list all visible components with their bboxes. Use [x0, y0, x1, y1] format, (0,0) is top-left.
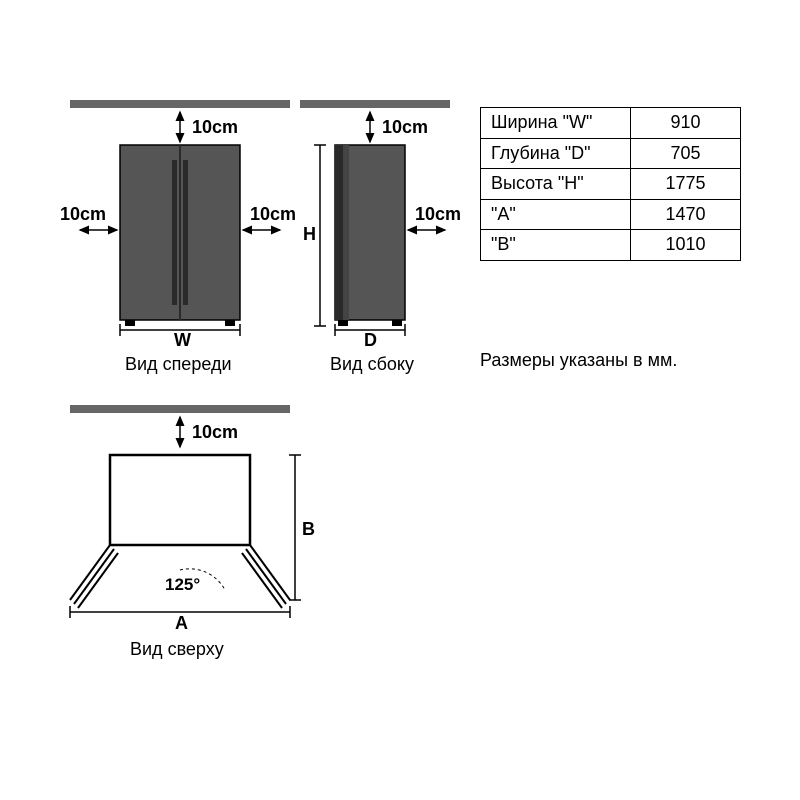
top-angle-label: 125°: [165, 575, 200, 594]
table-row: Высота "H"1775: [481, 169, 741, 200]
dimensions-table: Ширина "W"910Глубина "D"705Высота "H"177…: [480, 107, 741, 261]
top-clearance: 10cm: [192, 422, 238, 442]
table-row: "A"1470: [481, 199, 741, 230]
dim-value: 1775: [631, 169, 741, 200]
units-note: Размеры указаны в мм.: [480, 350, 677, 371]
side-right-clearance: 10cm: [415, 204, 461, 224]
front-caption: Вид спереди: [125, 354, 232, 374]
table-row: Глубина "D"705: [481, 138, 741, 169]
side-top-clearance: 10cm: [382, 117, 428, 137]
top-b-label: B: [302, 519, 315, 539]
top-view: 10cm 125° B A: [70, 405, 315, 659]
table-row: Ширина "W"910: [481, 108, 741, 139]
side-view: 10cm 10cm H D Вид сбоку: [300, 100, 461, 374]
dim-value: 1010: [631, 230, 741, 261]
side-height-label: H: [303, 224, 316, 244]
side-depth-label: D: [364, 330, 377, 350]
front-width-label: W: [174, 330, 191, 350]
front-left-clearance: 10cm: [60, 204, 106, 224]
diagram-container: 10cm 10cm 10cm W Вид спереди 10cm 10c: [0, 0, 800, 800]
front-view: 10cm 10cm 10cm W Вид спереди: [60, 100, 296, 374]
dim-label: "A": [481, 199, 631, 230]
front-top-clearance: 10cm: [192, 117, 238, 137]
dim-label: Глубина "D": [481, 138, 631, 169]
dim-label: "B": [481, 230, 631, 261]
side-caption: Вид сбоку: [330, 354, 414, 374]
dim-value: 910: [631, 108, 741, 139]
front-right-clearance: 10cm: [250, 204, 296, 224]
top-a-label: A: [175, 613, 188, 633]
top-caption: Вид сверху: [130, 639, 224, 659]
table-row: "B"1010: [481, 230, 741, 261]
dim-label: Высота "H": [481, 169, 631, 200]
dim-value: 705: [631, 138, 741, 169]
dim-value: 1470: [631, 199, 741, 230]
dim-label: Ширина "W": [481, 108, 631, 139]
